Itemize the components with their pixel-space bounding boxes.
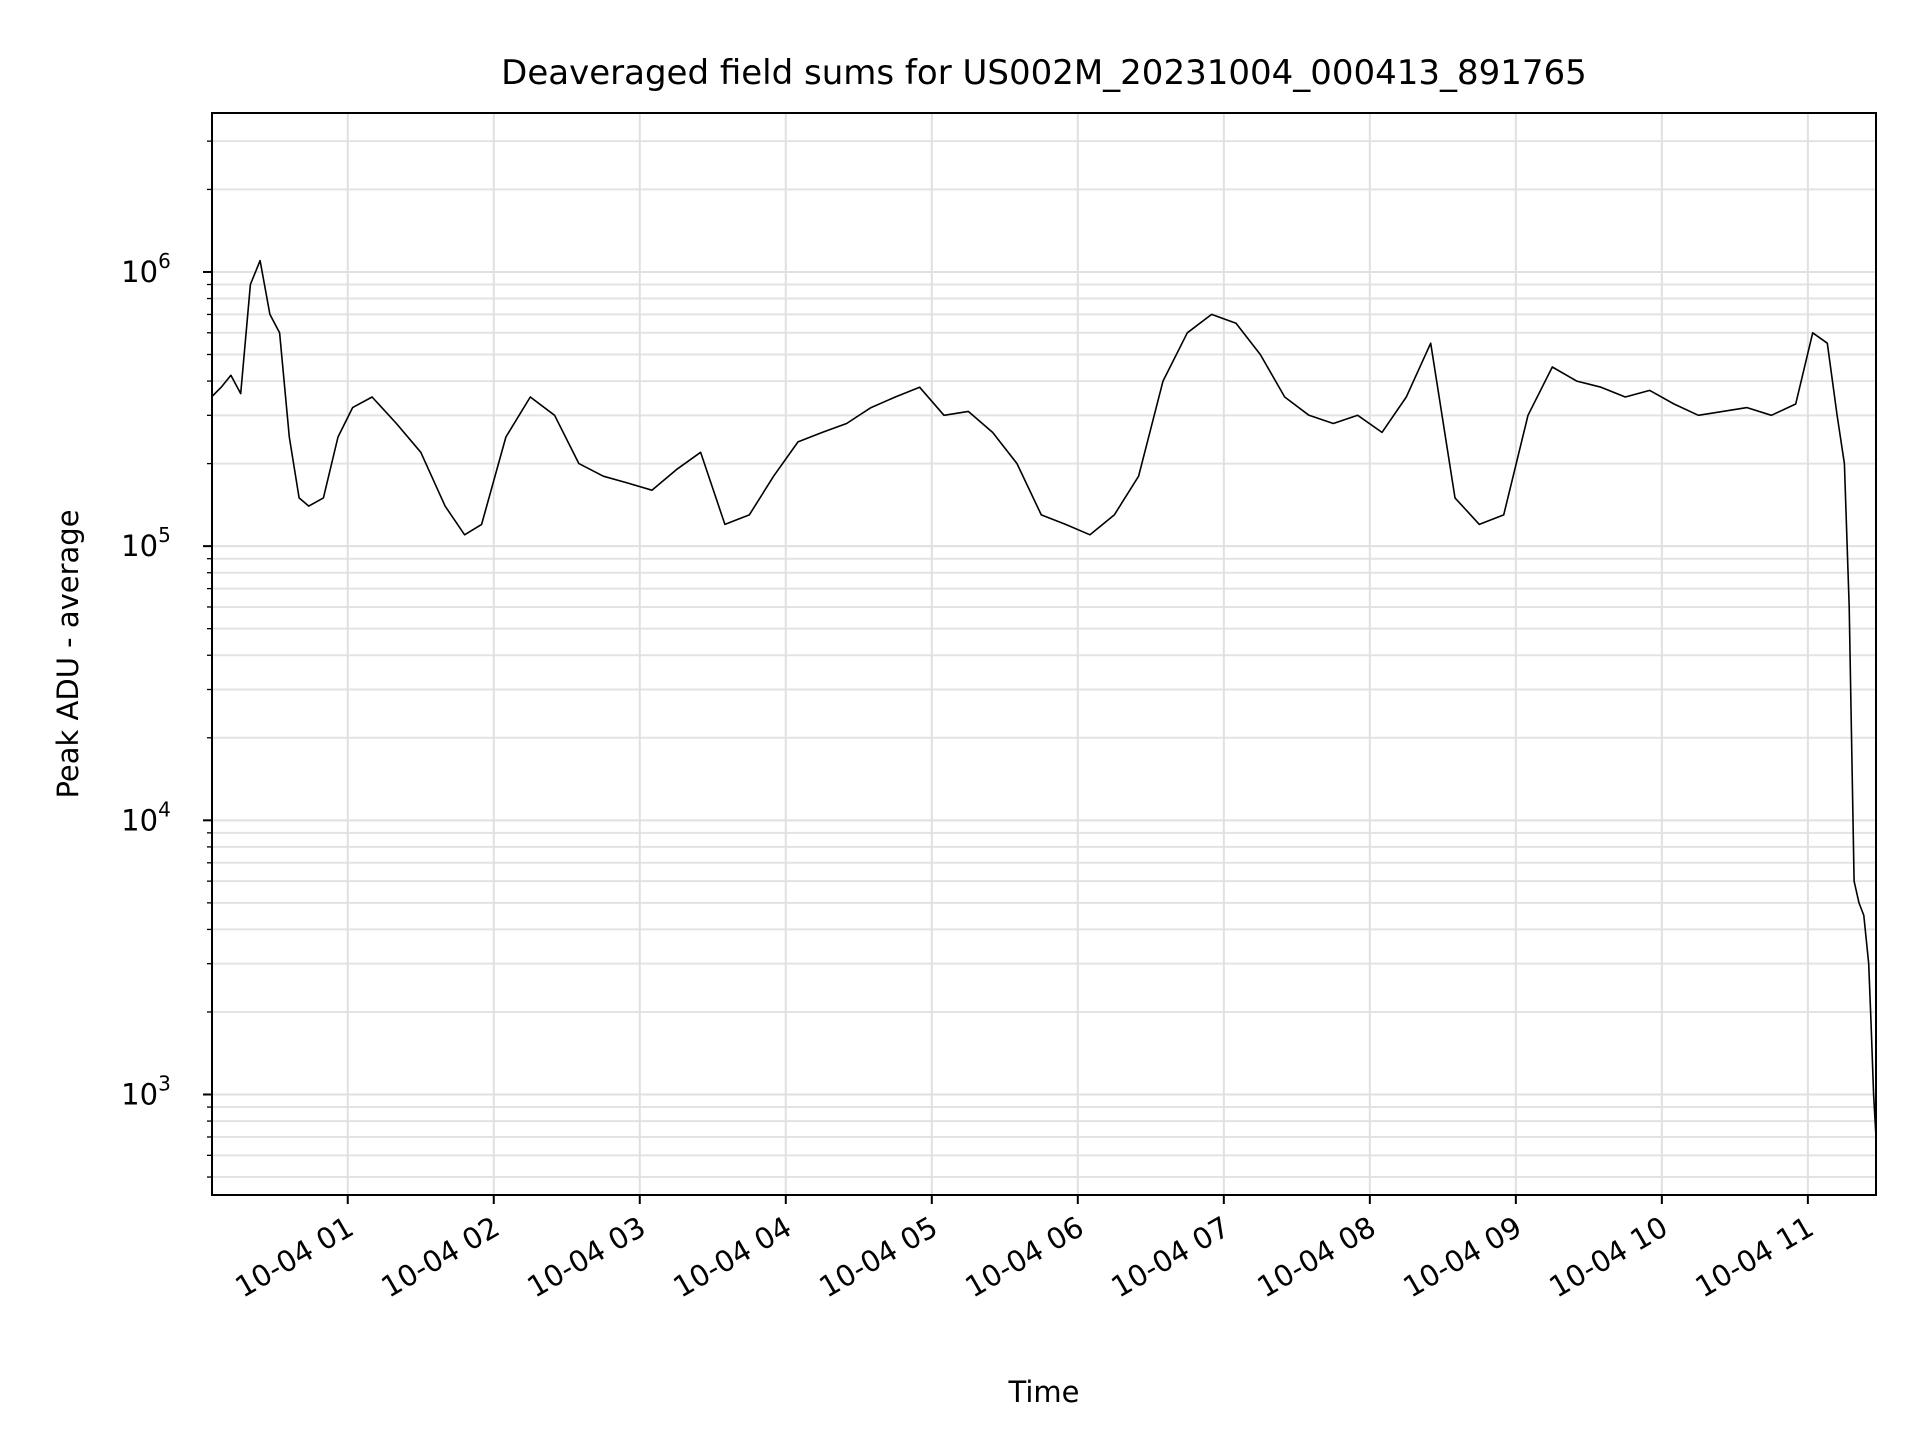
x-axis-label: Time bbox=[1008, 1375, 1080, 1409]
series-line bbox=[210, 259, 1877, 1138]
plot-frame bbox=[211, 112, 1877, 1196]
chart-title: Deaveraged field sums for US002M_2023100… bbox=[501, 53, 1587, 93]
y-axis: 103 104 105 106 bbox=[121, 140, 212, 1178]
y-tick-label: 105 bbox=[121, 523, 171, 563]
y-tick-label: 103 bbox=[121, 1072, 171, 1112]
grid bbox=[212, 113, 1876, 1195]
y-tick-label: 104 bbox=[121, 797, 171, 837]
y-axis-label: Peak ADU - average bbox=[51, 509, 85, 798]
y-tick-label: 106 bbox=[121, 249, 171, 289]
series-layer bbox=[210, 259, 1877, 1138]
